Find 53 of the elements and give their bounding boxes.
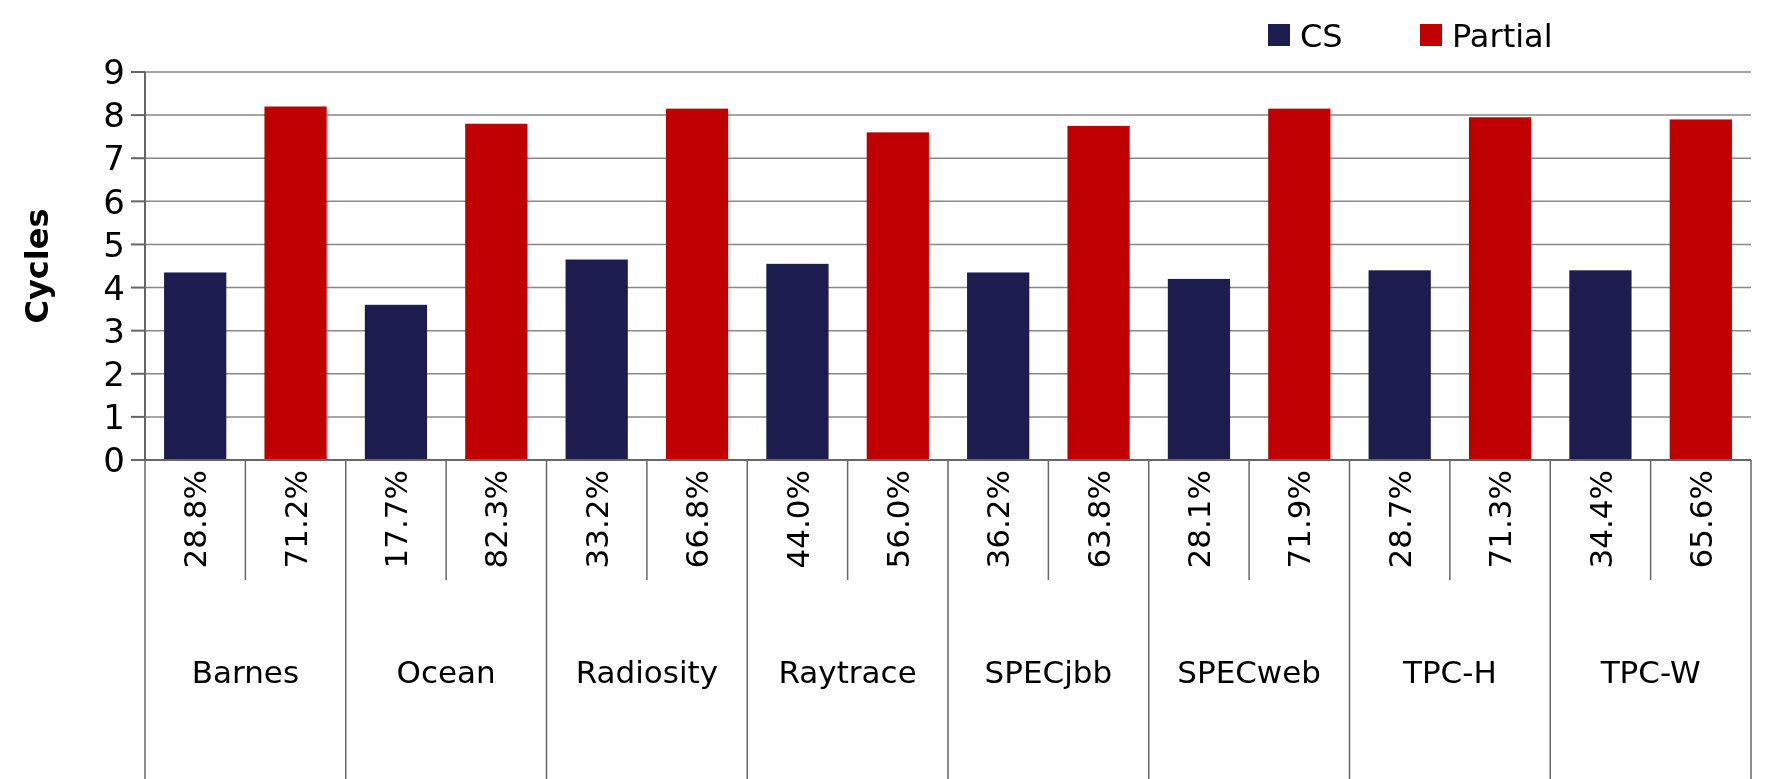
y-tick-label: 3 (103, 310, 125, 351)
x-tick-label: 33.2% (578, 470, 615, 569)
x-tick-label: 28.8% (177, 470, 214, 569)
y-tick-label: 8 (103, 95, 125, 136)
bar (967, 272, 1030, 460)
x-tick-label: 28.7% (1381, 470, 1418, 569)
bar (766, 263, 829, 460)
bar (264, 106, 327, 460)
y-tick-label: 6 (103, 181, 125, 222)
bar (164, 272, 227, 460)
text: Raytrace (778, 653, 917, 690)
y-tick-label: 5 (103, 224, 125, 265)
text: TPC-W (1599, 653, 1701, 690)
legend-label: Partial (1452, 16, 1553, 55)
bar (565, 259, 628, 460)
bar (665, 108, 729, 460)
x-tick-label: 36.2% (980, 470, 1017, 569)
y-tick-label: 4 (103, 267, 125, 308)
bar (1368, 270, 1431, 460)
text: Barnes (191, 653, 300, 690)
x-tick-label: 63.8% (1080, 470, 1117, 569)
x-tick-label: 34.4% (1582, 470, 1619, 569)
bar (1569, 270, 1632, 460)
text: TPC-H (1401, 653, 1497, 690)
bar (1669, 119, 1732, 460)
bar (364, 304, 428, 460)
y-tick-label: 9 (103, 52, 125, 93)
y-tick-label: 7 (103, 138, 125, 179)
text: SPECjbb (984, 653, 1113, 690)
x-tick-label: 71.2% (277, 470, 314, 569)
y-tick-label: 0 (103, 440, 125, 481)
x-tick-label: 71.9% (1281, 470, 1318, 569)
x-tick-label: 65.6% (1682, 470, 1719, 569)
x-tick-label: 71.3% (1482, 470, 1519, 569)
x-tick-label: 56.0% (879, 470, 916, 569)
y-axis-title: Cycles (18, 208, 56, 324)
x-tick-label: 17.7% (378, 470, 415, 569)
text: SPECweb (1177, 653, 1321, 690)
bar (1067, 125, 1130, 460)
y-tick-label: 2 (103, 354, 125, 395)
legend-label: CS (1300, 16, 1343, 55)
text: Radiosity (575, 653, 719, 690)
bar (1468, 117, 1532, 460)
text: Ocean (396, 653, 496, 690)
bar (465, 123, 528, 460)
x-tick-label: 66.8% (679, 470, 716, 569)
x-tick-label: 82.3% (478, 470, 515, 569)
x-tick-label: 28.1% (1181, 470, 1218, 569)
y-tick-label: 1 (103, 397, 125, 438)
x-tick-label: 44.0% (779, 470, 816, 569)
bar (1268, 108, 1331, 460)
bar (866, 132, 929, 460)
bar (1167, 278, 1231, 460)
